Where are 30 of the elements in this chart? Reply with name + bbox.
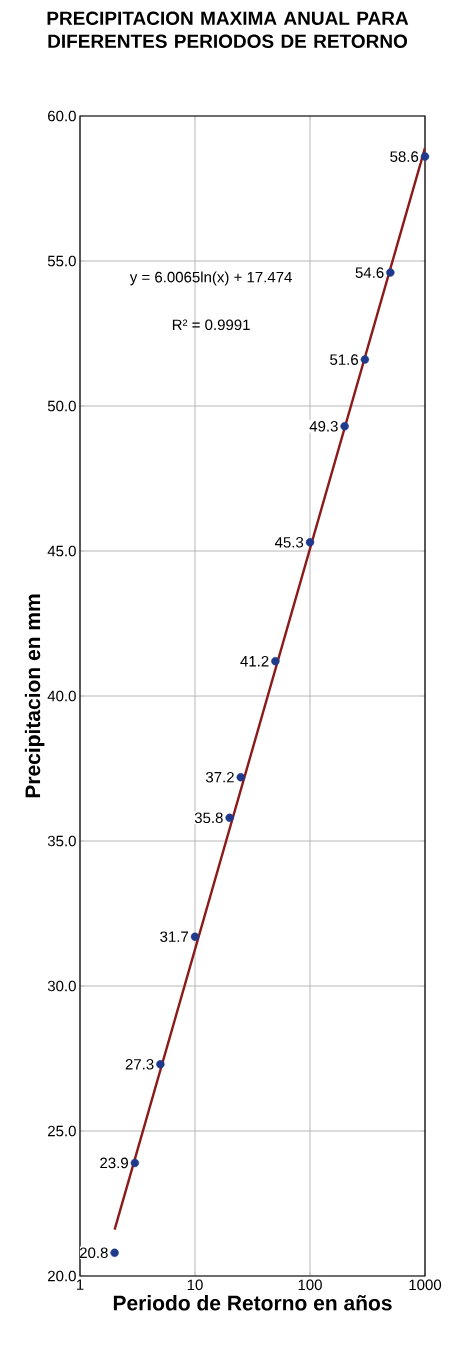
y-tick-label: 25.0 — [48, 1125, 76, 1137]
x-tick-label: 100 — [298, 1279, 322, 1291]
data-label: 23.9 — [100, 1157, 128, 1169]
y-tick-label: 60.0 — [48, 110, 76, 122]
data-label: 49.3 — [309, 421, 338, 432]
data-label: 31.7 — [160, 931, 189, 943]
y-tick-label: 45.0 — [47, 545, 76, 557]
y-tick-label: 55.0 — [47, 255, 76, 267]
data-label: 37.2 — [205, 771, 234, 783]
y-tick-label: 35.0 — [47, 835, 76, 847]
data-label: 20.8 — [79, 1247, 108, 1259]
data-label: 54.6 — [355, 267, 384, 278]
annotation: R² = 0.9991 — [172, 319, 250, 331]
annotation: y = 6.0065ln(x) + 17.474 — [129, 271, 292, 286]
y-tick-label: 20.0 — [48, 1270, 76, 1282]
chart-title: PRECIPITACION MAXIMA ANUAL PARA DIFERENTES PERIODOS DE RETORNO — [47, 11, 409, 48]
data-label: 35.8 — [194, 812, 223, 824]
y-tick-label: 30.0 — [47, 980, 76, 992]
y-axis-title: Precipitacion en mm — [24, 594, 45, 798]
y-tick-label: 50.0 — [47, 400, 76, 412]
x-tick-label: 1000 — [409, 1279, 442, 1291]
x-axis-title: Periodo de Retorno en años — [113, 1295, 392, 1311]
y-tick-label: 40.0 — [47, 690, 76, 702]
data-label: 58.6 — [390, 151, 419, 162]
data-label: 27.3 — [125, 1058, 154, 1070]
x-tick-label: 10 — [187, 1279, 203, 1291]
data-label: 45.3 — [274, 536, 304, 548]
data-label: 51.6 — [330, 354, 359, 365]
data-label: 41.2 — [240, 655, 269, 667]
x-tick-label: 1 — [76, 1279, 84, 1290]
